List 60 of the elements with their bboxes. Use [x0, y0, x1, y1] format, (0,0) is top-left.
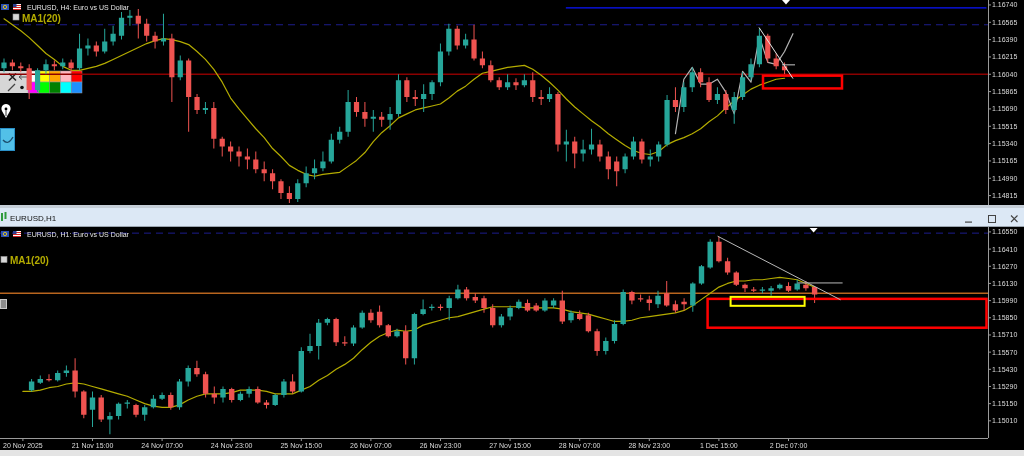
candlestick — [1, 58, 7, 73]
candlestick — [594, 328, 600, 356]
candlestick — [43, 59, 49, 75]
candlestick — [706, 77, 712, 102]
candlestick — [412, 90, 418, 106]
candlestick — [394, 328, 400, 338]
candlestick — [261, 161, 267, 182]
series-label: MA1(20) — [22, 12, 61, 24]
line-series — [22, 276, 816, 408]
candlestick — [507, 305, 513, 321]
candlestick — [655, 290, 661, 308]
candlestick — [246, 386, 252, 398]
candlestick — [160, 13, 167, 46]
candlestick — [387, 106, 393, 130]
candlestick — [555, 92, 561, 152]
candlestick — [124, 399, 130, 409]
candlestick — [629, 290, 635, 305]
candlestick — [194, 94, 200, 114]
candlestick — [281, 379, 287, 398]
candlestick — [152, 31, 158, 49]
candlestick — [72, 358, 78, 398]
text: MA1(20) — [10, 255, 49, 266]
candlestick — [278, 179, 284, 200]
candlestick — [622, 153, 628, 174]
candlestick — [420, 299, 426, 316]
candlestick — [127, 9, 133, 26]
candlestick — [664, 95, 670, 147]
candlestick — [716, 236, 722, 263]
candlestick — [18, 62, 24, 73]
candlestick — [85, 38, 91, 56]
candlestick — [133, 403, 139, 418]
candlestick — [748, 58, 754, 81]
candlestick — [471, 24, 477, 61]
candlestick — [333, 317, 339, 346]
candlestick — [379, 111, 385, 127]
candlestick — [481, 295, 487, 313]
candlestick — [563, 129, 569, 162]
candlestick — [368, 309, 374, 323]
candlestick — [159, 392, 165, 400]
candlestick — [202, 102, 209, 114]
candlestick — [768, 285, 774, 296]
candlestick — [429, 80, 435, 101]
candlestick — [51, 60, 57, 71]
candlestick — [46, 374, 52, 382]
candlestick — [370, 109, 376, 132]
candlestick — [513, 78, 519, 91]
candlestick — [220, 386, 226, 403]
candlestick — [342, 336, 348, 346]
candlestick — [107, 412, 113, 435]
candlestick — [194, 360, 200, 377]
candlestick — [538, 90, 544, 105]
candlestick — [320, 151, 326, 172]
candlestick — [307, 333, 313, 354]
candlestick — [211, 386, 217, 404]
chart-title: EURUSD,H1 — [10, 214, 57, 223]
candlestick — [362, 102, 368, 127]
candlestick — [263, 399, 270, 409]
candlestick — [597, 139, 603, 162]
candlestick — [421, 84, 427, 112]
candlestick — [568, 310, 574, 323]
